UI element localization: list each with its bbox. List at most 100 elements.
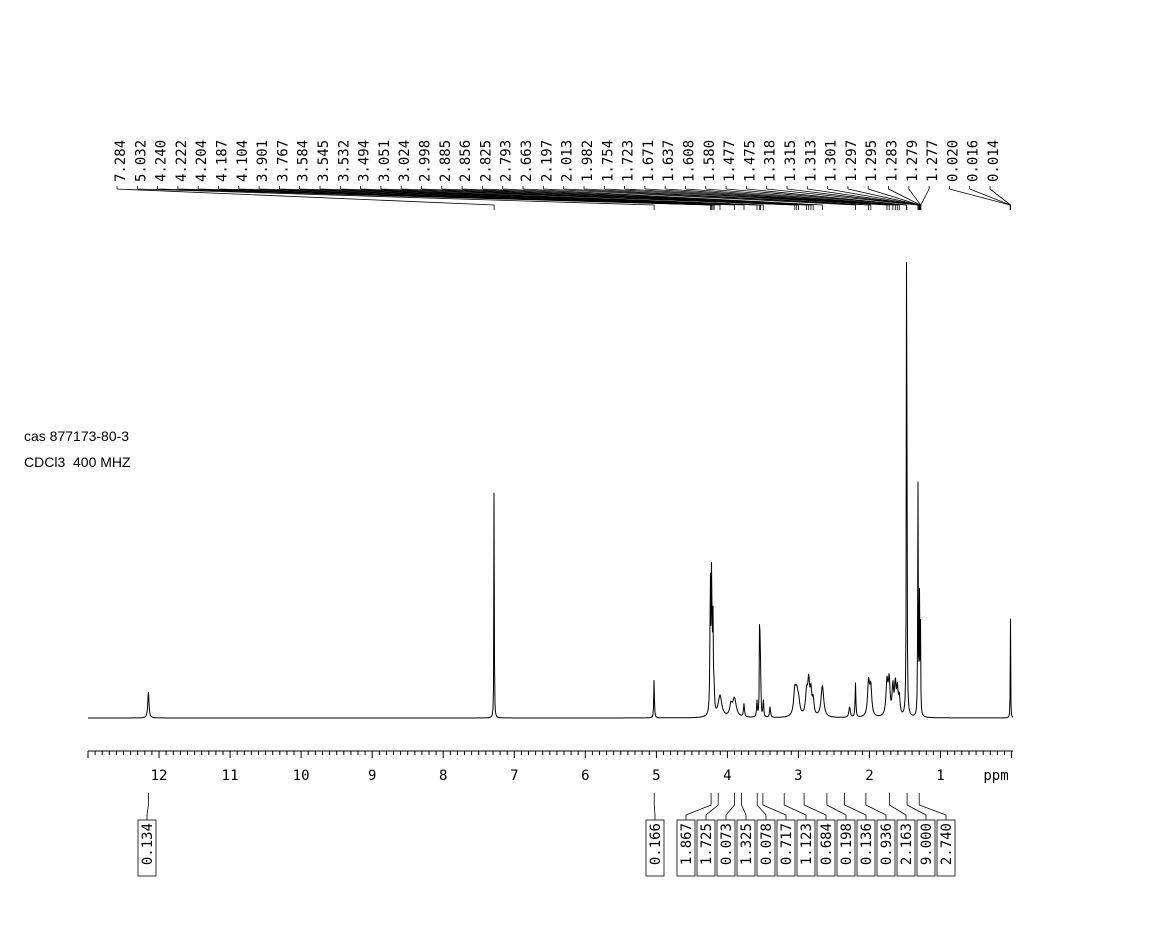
peak-label: 5.032 (133, 140, 149, 182)
spectrum-trace (88, 262, 1014, 719)
peak-label: 1.277 (925, 140, 941, 182)
integral-connector (783, 793, 807, 820)
peak-label-connector (522, 186, 823, 210)
peak-label: 2.197 (539, 140, 555, 182)
peak-label-connector (360, 186, 764, 210)
peak-label-connector (583, 186, 872, 210)
peak-label-connector (116, 186, 495, 210)
integral-connector (653, 793, 656, 820)
peak-label: 1.982 (580, 140, 596, 182)
peak-label: 4.204 (194, 140, 210, 182)
integral-box (836, 819, 856, 877)
integral-value: 2.740 (939, 823, 955, 865)
integral-connector (889, 793, 907, 820)
integral-box (736, 819, 756, 877)
integral-value: 0.936 (879, 823, 895, 865)
integral-value: 0.166 (648, 823, 664, 865)
x-tick-label: 8 (439, 768, 447, 784)
integral-connector (756, 793, 767, 820)
peak-label: 2.825 (478, 140, 494, 182)
peak-label: 2.663 (519, 140, 535, 182)
peak-label-connector (502, 186, 814, 210)
x-tick-label: 1 (936, 768, 944, 784)
integral-connector (741, 793, 747, 820)
peak-label-connector (542, 186, 856, 210)
integral-connector (844, 793, 867, 820)
integral-box (816, 819, 836, 877)
integral-connector (762, 793, 787, 820)
integral-box (796, 819, 816, 877)
integral-value: 1.123 (799, 823, 815, 865)
peak-label: 1.580 (702, 140, 718, 182)
integral-box (137, 819, 157, 877)
integral-value: 0.198 (839, 823, 855, 865)
peak-label-connector (989, 186, 1011, 210)
peak-label: 3.584 (296, 140, 312, 182)
sample-solvent-frequency: CDCl3 400 MHZ (24, 454, 131, 470)
integral-value: 0.717 (779, 823, 795, 865)
integral-value: 0.684 (819, 823, 835, 865)
integral-group: 0.134 0.166 1.867 1.725 0.073 1.325 0.078 0.717… (137, 793, 956, 877)
peak-label: 3.051 (377, 140, 393, 182)
integral-box (676, 819, 696, 877)
integral-box (876, 819, 896, 877)
x-tick-label: 10 (293, 768, 310, 784)
peak-label: 0.020 (945, 140, 961, 182)
peak-label-connector (746, 186, 908, 210)
x-axis: 12 11 10 9 8 7 6 5 4 3 2 1 (87, 750, 1013, 784)
peak-label-connector (705, 186, 900, 210)
peak-label-connector (827, 186, 920, 210)
integral-connector (826, 793, 847, 820)
x-tick-label: 6 (581, 768, 589, 784)
integral-value: 1.867 (679, 823, 695, 865)
peak-label: 3.494 (357, 140, 373, 182)
peak-label: 1.313 (803, 140, 819, 182)
peak-label: 2.856 (458, 140, 474, 182)
integral-box (856, 819, 876, 877)
peak-label: 1.283 (885, 140, 901, 182)
integral-box (716, 819, 736, 877)
peak-label: 0.016 (966, 140, 982, 182)
peak-label: 1.608 (682, 140, 698, 182)
integral-box (776, 819, 796, 877)
x-tick-label: 4 (723, 768, 731, 784)
integral-box (916, 819, 936, 877)
peak-label: 4.240 (154, 140, 170, 182)
peak-label: 2.885 (438, 140, 454, 182)
integral-box (896, 819, 916, 877)
peak-label: 2.013 (560, 140, 576, 182)
peak-label: 2.793 (499, 140, 515, 182)
peak-label: 3.024 (397, 140, 413, 182)
peak-label: 3.545 (316, 140, 332, 182)
peak-label: 1.637 (661, 140, 677, 182)
integral-connector (146, 793, 149, 820)
integral-connector (918, 793, 947, 820)
integral-value: 0.136 (859, 823, 875, 865)
integral-box (936, 819, 956, 877)
peak-label-connector (867, 186, 920, 210)
integral-value: 2.163 (899, 823, 915, 865)
peak-label-connector (279, 186, 745, 210)
sample-cas-number: cas 877173-80-3 (24, 428, 130, 444)
integral-value: 0.073 (719, 823, 735, 865)
peak-label: 1.475 (742, 140, 758, 182)
integral-box (645, 819, 665, 877)
x-tick-label: 7 (510, 768, 518, 784)
integral-connector (685, 793, 712, 820)
integral-box (696, 819, 716, 877)
peak-label: 1.318 (763, 140, 779, 182)
peak-label: 3.901 (255, 140, 271, 182)
x-tick-label: 12 (151, 768, 168, 784)
peak-label: 3.767 (275, 140, 291, 182)
peak-label: 1.297 (844, 140, 860, 182)
peak-label: 1.754 (600, 140, 616, 182)
peak-label: 1.477 (722, 140, 738, 182)
peak-label: 1.295 (864, 140, 880, 182)
peak-label: 1.301 (824, 140, 840, 182)
integral-value: 9.000 (919, 823, 935, 865)
integral-value: 1.725 (699, 823, 715, 865)
peak-label: 4.104 (235, 140, 251, 182)
integral-value: 0.134 (140, 823, 156, 865)
x-tick-label: 11 (222, 768, 239, 784)
